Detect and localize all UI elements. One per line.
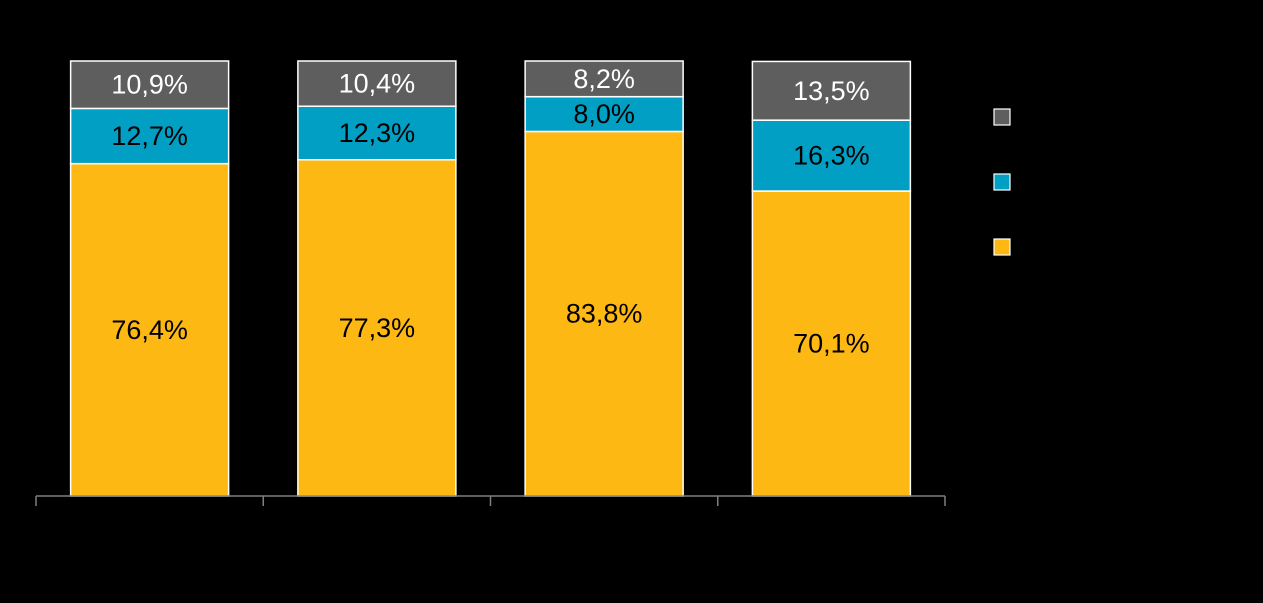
- legend: [993, 108, 1011, 256]
- data-label-s2-c2: 8,2%: [573, 64, 635, 94]
- bar-segment-s1-c0: [69, 107, 230, 165]
- data-label-s0-c2: 83,8%: [566, 299, 643, 329]
- data-label-s1-c1: 12,3%: [339, 118, 416, 148]
- bar-segment-s2-c1: [297, 60, 457, 107]
- data-label-s2-c0: 10,9%: [111, 70, 188, 100]
- bars-layer: [69, 60, 912, 497]
- data-label-s2-c3: 13,5%: [793, 76, 870, 106]
- bar-segment-s0-c1: [297, 158, 457, 497]
- data-label-s0-c1: 77,3%: [339, 313, 416, 343]
- bar-segment-s2-c0: [69, 60, 230, 110]
- bar-segment-s0-c2: [524, 130, 684, 497]
- legend-marker-s2: [993, 108, 1011, 126]
- bar-segment-s0-c3: [751, 190, 912, 497]
- legend-marker-s0: [993, 238, 1011, 256]
- bar-segment-s1-c1: [297, 105, 457, 161]
- bar-segment-s2-c2: [524, 60, 684, 98]
- bar-segment-s2-c3: [751, 60, 912, 121]
- data-label-s1-c0: 12,7%: [111, 121, 188, 151]
- data-label-s0-c0: 76,4%: [111, 315, 188, 345]
- bar-segment-s1-c2: [524, 95, 684, 133]
- x-axis: [35, 495, 946, 506]
- bar-segment-s0-c0: [69, 162, 230, 497]
- data-label-s2-c1: 10,4%: [339, 69, 416, 99]
- data-label-s0-c3: 70,1%: [793, 329, 870, 359]
- legend-marker-s1: [993, 173, 1011, 191]
- bar-segment-s1-c3: [751, 119, 912, 192]
- data-labels-layer: 76,4% 12,7% 10,9% 77,3% 12,3% 10,4% 83,8% 8,0% 8…: [111, 64, 869, 359]
- data-label-s1-c2: 8,0%: [573, 99, 635, 129]
- data-label-s1-c3: 16,3%: [793, 141, 870, 171]
